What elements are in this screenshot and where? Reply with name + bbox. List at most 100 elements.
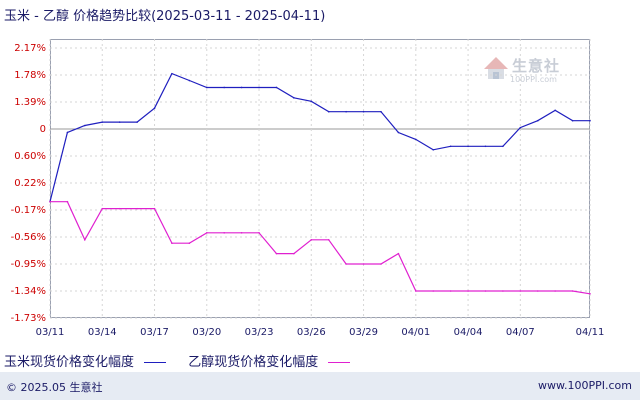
data-point-ethanol <box>449 290 452 292</box>
data-point-ethanol <box>66 200 69 203</box>
data-point-corn <box>205 86 208 89</box>
data-point-ethanol <box>101 207 104 210</box>
legend-item-ethanol: 乙醇现货价格变化幅度 <box>188 351 351 370</box>
data-point-corn <box>380 110 382 113</box>
watermark-name: 生意社 <box>512 57 561 75</box>
data-point-corn <box>118 121 121 123</box>
data-point-corn <box>467 145 469 148</box>
y-tick-label: -0.95% <box>11 259 46 270</box>
x-tick-label: 03/17 <box>140 327 169 338</box>
footer-site-link[interactable]: www.100PPI.com <box>538 379 632 392</box>
grid <box>49 39 591 319</box>
data-point-corn <box>362 110 365 113</box>
data-point-ethanol <box>380 263 382 265</box>
data-point-ethanol <box>275 252 278 255</box>
data-point-ethanol <box>310 238 313 241</box>
y-tick-label: -1.73% <box>11 313 46 324</box>
data-point-corn <box>589 119 591 122</box>
price-trend-chart: 2.17% 1.78% 1.39% 0 0.60% 0.22% -0.17% -0.56% -0… <box>11 39 605 338</box>
x-tick-label: 03/14 <box>88 327 117 338</box>
y-tick-label: 0.22% <box>14 178 46 189</box>
data-point-corn <box>502 145 504 148</box>
data-point-ethanol <box>49 200 51 203</box>
y-tick-label: 0.60% <box>14 151 46 162</box>
x-tick-label: 03/29 <box>349 327 378 338</box>
data-point-ethanol <box>536 290 539 292</box>
data-point-corn <box>66 131 69 134</box>
data-point-ethanol <box>171 242 173 245</box>
footer-bar: © 2025.05 生意社 www.100PPI.com <box>0 372 640 400</box>
y-tick-label: 2.17% <box>14 43 46 54</box>
data-point-corn <box>536 119 539 122</box>
x-tick-label: 03/11 <box>36 327 65 338</box>
footer-copyright: © 2025.05 生意社 <box>6 381 103 394</box>
y-tick-label: -0.56% <box>11 232 46 243</box>
data-point-corn <box>571 119 574 122</box>
data-point-ethanol <box>397 252 400 255</box>
data-point-ethanol <box>345 263 347 265</box>
data-point-corn <box>449 145 452 148</box>
data-point-corn <box>171 72 173 75</box>
data-point-corn <box>258 86 260 89</box>
data-point-ethanol <box>432 290 435 292</box>
data-point-corn <box>519 126 522 129</box>
data-point-ethanol <box>293 252 295 255</box>
series-lines <box>49 72 591 295</box>
data-point-ethanol <box>484 290 487 292</box>
data-point-ethanol <box>205 232 208 234</box>
data-point-ethanol <box>84 238 86 241</box>
data-point-corn <box>240 86 243 89</box>
data-point-corn <box>101 121 104 123</box>
y-tick-label: -1.34% <box>11 286 46 297</box>
data-point-ethanol <box>467 290 469 292</box>
legend-label-corn: 玉米现货价格变化幅度 <box>4 355 135 370</box>
legend-item-corn: 玉米现货价格变化幅度 <box>4 351 167 370</box>
data-point-corn <box>345 110 347 113</box>
watermark-url: 100PPI.com <box>510 75 557 84</box>
series-line-ethanol <box>50 201 591 295</box>
data-point-ethanol <box>362 263 365 265</box>
series-line-corn <box>49 72 590 202</box>
y-tick-label: 0 <box>40 124 46 135</box>
x-tick-label: 04/11 <box>576 327 605 338</box>
data-point-ethanol <box>153 207 156 210</box>
data-point-ethanol <box>415 290 417 292</box>
chart-title: 玉米 - 乙醇 价格趋势比较(2025-03-11 - 2025-04-11) <box>4 9 326 24</box>
legend-swatch-ethanol <box>328 362 351 363</box>
data-point-ethanol <box>519 290 522 292</box>
y-tick-label: -0.17% <box>11 205 46 216</box>
data-point-corn <box>84 124 86 127</box>
legend-swatch-corn <box>144 362 167 363</box>
data-point-ethanol <box>188 242 191 245</box>
x-tick-label: 04/04 <box>454 327 483 338</box>
y-tick-label: 1.78% <box>14 70 46 81</box>
y-axis-ticks: 2.17% 1.78% 1.39% 0 0.60% 0.22% -0.17% -0.56% -0… <box>11 43 46 324</box>
x-tick-label: 03/26 <box>297 327 326 338</box>
data-point-corn <box>293 97 295 99</box>
data-point-corn <box>275 86 278 89</box>
data-point-corn <box>310 100 313 103</box>
data-point-corn <box>432 148 435 151</box>
data-point-ethanol <box>258 232 260 234</box>
data-point-ethanol <box>571 290 574 292</box>
data-point-ethanol <box>240 232 243 234</box>
x-axis-ticks: 03/11 03/14 03/17 03/20 03/23 03/26 03/29 04/01… <box>36 327 605 338</box>
y-tick-label: 1.39% <box>14 97 46 108</box>
x-tick-label: 04/01 <box>401 327 430 338</box>
data-point-corn <box>554 109 556 112</box>
data-point-ethanol <box>223 232 225 234</box>
data-point-ethanol <box>118 207 121 210</box>
data-point-ethanol <box>502 290 504 292</box>
data-point-corn <box>484 145 487 148</box>
data-point-ethanol <box>589 292 591 295</box>
data-point-corn <box>188 79 191 82</box>
x-tick-label: 03/23 <box>245 327 274 338</box>
x-tick-label: 04/07 <box>506 327 535 338</box>
data-point-corn <box>327 110 330 113</box>
legend-label-ethanol: 乙醇现货价格变化幅度 <box>188 355 319 370</box>
data-point-ethanol <box>136 207 138 210</box>
data-point-corn <box>397 131 400 134</box>
data-point-corn <box>153 107 156 110</box>
data-point-corn <box>136 121 138 123</box>
data-point-ethanol <box>554 290 556 292</box>
